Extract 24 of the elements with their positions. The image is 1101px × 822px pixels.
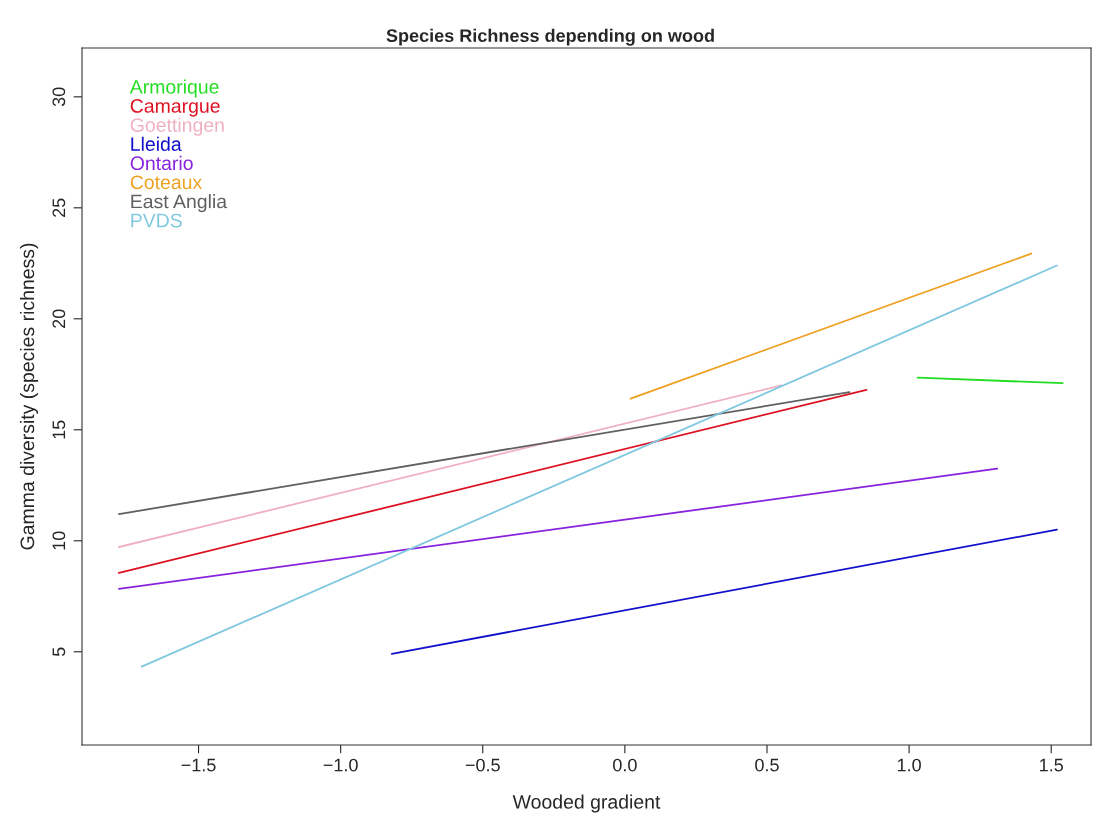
y-tick-label: 10	[52, 531, 66, 550]
y-tick-label: 30	[52, 87, 66, 107]
x-tick-label: −1.0	[323, 758, 358, 772]
text: Ontario	[130, 155, 193, 171]
y-tick-label: 20	[52, 309, 66, 328]
x-tick-label: −1.5	[181, 758, 216, 772]
text: Goettingen	[130, 117, 224, 136]
y-axis-title: Gamma diversity (species richness)	[19, 243, 39, 550]
text: PVDS	[131, 213, 182, 228]
text: Camargue	[130, 99, 220, 117]
chart-title: Species Richness depending on wood	[386, 28, 714, 46]
x-tick-label: 0.5	[755, 758, 779, 772]
text: Coteaux	[130, 175, 202, 190]
x-tick-label: 1.0	[897, 758, 921, 772]
x-tick-label: 0.0	[613, 758, 637, 772]
text: Lleida	[131, 136, 182, 152]
text: Armorique	[129, 79, 219, 98]
x-tick-label: −0.5	[465, 758, 500, 772]
y-tick-label: 15	[52, 420, 66, 439]
y-tick-label: 25	[52, 198, 66, 217]
text: East Anglia	[131, 194, 228, 213]
x-axis-title: Wooded gradient	[512, 794, 661, 813]
y-tick-label: 5	[52, 647, 66, 657]
x-tick-label: 1.5	[1040, 758, 1063, 772]
